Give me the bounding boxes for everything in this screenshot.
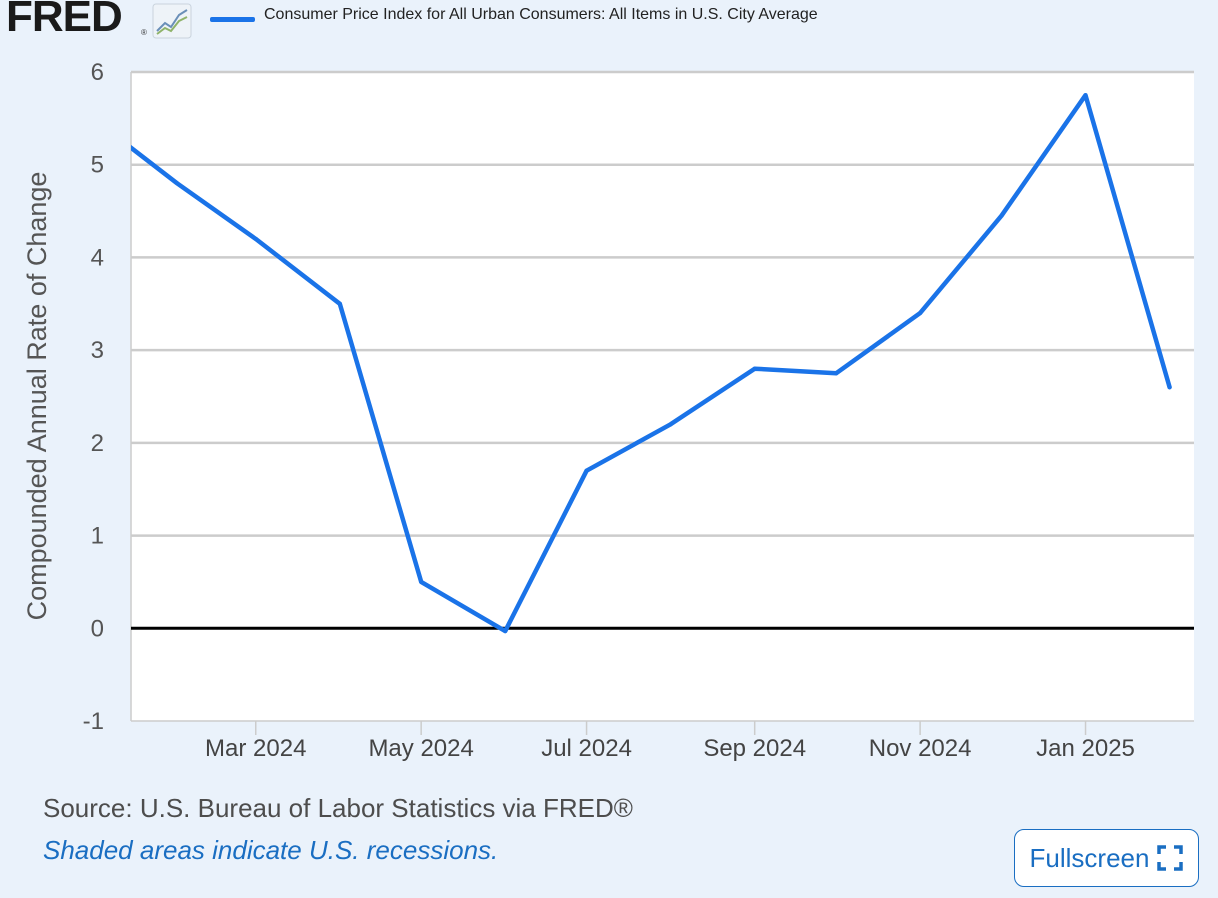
x-tick-label: Jul 2024 <box>541 735 632 762</box>
series-point <box>1083 93 1088 98</box>
recession-note: Shaded areas indicate U.S. recessions. <box>43 835 499 865</box>
x-tick-label: Nov 2024 <box>869 735 972 762</box>
y-tick-label: 1 <box>91 523 104 550</box>
line-chart: -1 0 1 2 3 4 5 6 Mar 2024 May 2024 Jul 2024 Sep 20… <box>22 59 1194 762</box>
y-tick-label: -1 <box>83 708 104 735</box>
y-tick-label: 5 <box>91 152 104 179</box>
plot-area <box>131 72 1194 721</box>
x-tick-label: Sep 2024 <box>703 735 806 762</box>
fred-logo-registered-mark: ® <box>141 28 147 37</box>
series-point <box>918 311 923 316</box>
y-tick-label: 2 <box>91 430 104 457</box>
series-point <box>91 116 95 120</box>
series-point <box>253 236 258 241</box>
y-tick-label: 6 <box>91 59 104 86</box>
series-point <box>503 629 508 634</box>
source-note: Source: U.S. Bureau of Labor Statistics … <box>43 793 633 823</box>
line-chart-icon <box>152 3 192 44</box>
y-tick-label: 0 <box>91 615 104 642</box>
y-tick-label: 3 <box>91 337 104 364</box>
series-point <box>584 468 589 473</box>
series-point <box>834 371 839 376</box>
fullscreen-icon <box>1157 845 1184 871</box>
chart-header: FRED ® Consumer Price Index for All Urba… <box>0 0 1218 41</box>
legend-series-label: Consumer Price Index for All Urban Consu… <box>264 6 818 23</box>
fred-logo[interactable]: FRED <box>6 0 123 41</box>
series-point <box>337 301 342 306</box>
y-tick-label: 4 <box>91 244 104 271</box>
series-point <box>668 422 673 427</box>
x-tick-label: Jan 2025 <box>1036 735 1135 762</box>
fullscreen-button[interactable]: Fullscreen <box>1014 829 1199 887</box>
series-point <box>175 181 180 186</box>
x-tick-label: May 2024 <box>368 735 473 762</box>
series-line[interactable] <box>93 92 1172 634</box>
x-tick-label: Mar 2024 <box>205 735 306 762</box>
legend-swatch <box>210 17 255 22</box>
series-point <box>1167 385 1172 390</box>
series-point <box>419 579 424 584</box>
series-point <box>752 366 757 371</box>
series-point <box>999 213 1004 218</box>
fullscreen-label: Fullscreen <box>1029 842 1150 873</box>
y-axis-title: Compounded Annual Rate of Change <box>22 172 52 621</box>
